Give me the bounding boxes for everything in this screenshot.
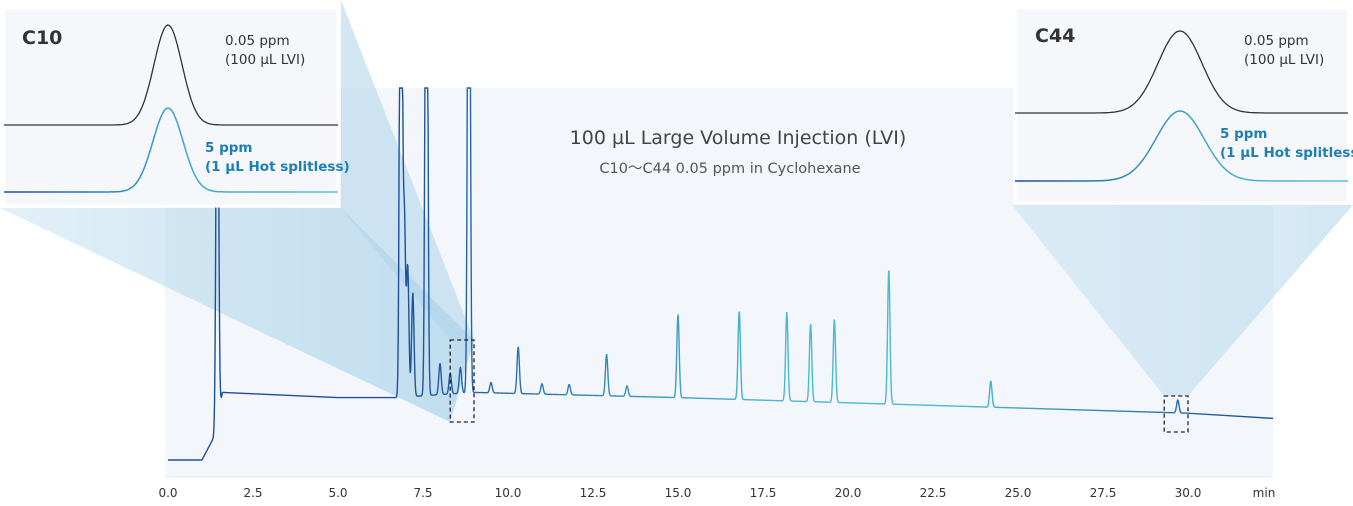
inset-c44-label: C44 [1035,25,1075,47]
inset-c44-series-0-line1: 0.05 ppm [1244,33,1309,49]
callout-wedge-c44 [1012,205,1353,396]
inset-c10-splitless-trace [4,107,338,193]
x-tick-label-7: 17.5 [750,486,777,500]
inset-c44-series-1-line1: 5 ppm [1220,126,1268,142]
inset-c10-series-0-line2: (100 µL LVI) [225,52,305,68]
zoom-box-c10 [449,339,475,423]
inset-c10-lvi-trace [4,24,338,126]
inset-c44 [1013,6,1350,205]
inset-c10 [2,6,340,208]
x-tick-label-8: 20.0 [835,486,862,500]
x-tick-label-10: 25.0 [1005,486,1032,500]
x-tick-label-9: 22.5 [920,486,947,500]
x-tick-label-4: 10.0 [495,486,522,500]
x-tick-label-12: 30.0 [1175,486,1202,500]
x-tick-label-11: 27.5 [1090,486,1117,500]
inset-c10-series-1-line2: (1 µL Hot splitless) [205,159,350,175]
x-tick-label-0: 0.0 [158,486,177,500]
x-axis-unit: min [1253,486,1276,500]
inset-c44-lvi-trace [1015,30,1348,114]
inset-c10-label: C10 [22,27,62,49]
callout-wedge-c10-top [341,0,474,340]
chromatogram-trace [167,87,1274,461]
inset-c44-series-1-line2: (1 µL Hot splitless) [1220,145,1353,161]
x-tick-label-5: 12.5 [580,486,607,500]
inset-c10-series-1-line1: 5 ppm [205,140,253,156]
chart-title: 100 µL Large Volume Injection (LVI) [570,127,907,149]
chart-subtitle: C10〜C44 0.05 ppm in Cyclohexane [599,161,860,177]
inset-c10-series-0-line1: 0.05 ppm [225,33,290,49]
x-tick-label-3: 7.5 [413,486,432,500]
inset-c44-splitless-trace [1015,110,1348,182]
callout-wedge-c10 [0,208,474,422]
x-tick-label-1: 2.5 [243,486,262,500]
x-tick-label-2: 5.0 [328,486,347,500]
x-tick-label-6: 15.0 [665,486,692,500]
zoom-box-c44 [1163,395,1189,433]
inset-c44-series-0-line2: (100 µL LVI) [1244,52,1324,68]
